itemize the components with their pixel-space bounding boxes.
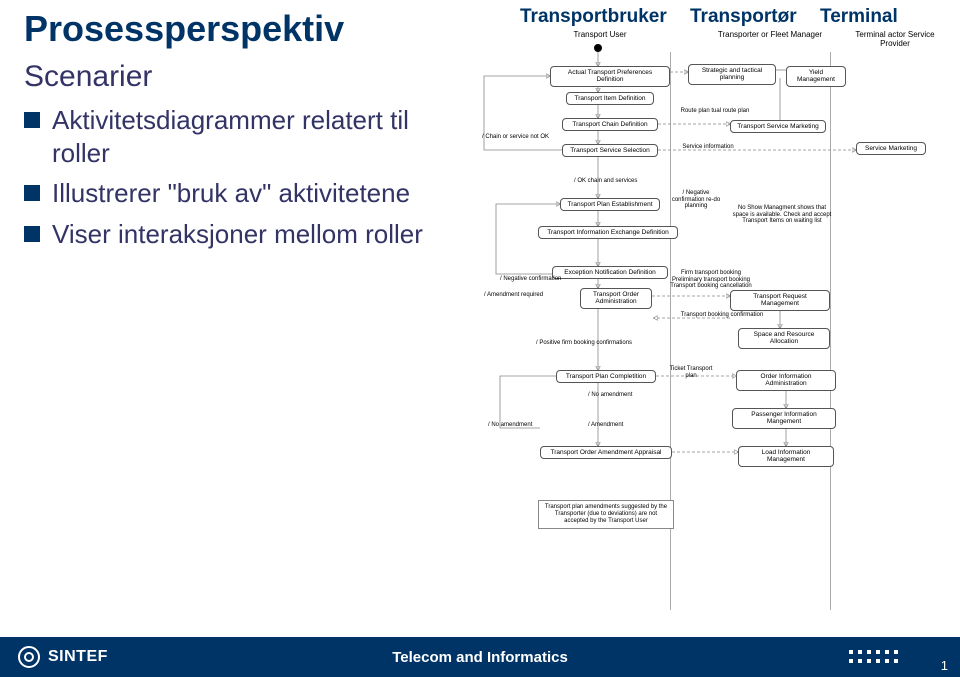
footer-dots-icon (849, 650, 900, 665)
swim-divider-2 (830, 52, 831, 610)
note-booking-confirmation: Transport booking confirmation (672, 312, 772, 319)
slide: Prosessperspektiv Scenarier Aktivitetsdi… (0, 0, 960, 677)
guard-no-amendment-1: / No amendment (588, 392, 632, 398)
activity-preferences-definition: Actual Transport Preferences Definition (550, 66, 670, 87)
footer-bar: SINTEF Telecom and Informatics 1 (0, 637, 960, 677)
activity-load-info-management: Load Information Management (738, 446, 834, 467)
activity-info-exchange-definition: Transport Information Exchange Definitio… (538, 226, 678, 239)
activity-diagram: Transport User Transporter or Fleet Mana… (440, 30, 950, 610)
guard-positive-booking: / Positive firm booking confirmations (536, 340, 632, 346)
swimheader-transporter: Transporter or Fleet Manager (710, 30, 830, 39)
activity-item-definition: Transport Item Definition (566, 92, 654, 105)
guard-ok-chain: / OK chain and services (574, 178, 637, 184)
lane-title-transporter: Transportør (690, 6, 797, 28)
bullet-item: Illustrerer "bruk av" aktivitetene (24, 177, 444, 210)
guard-negative-confirmation: / Negative confirmation (500, 276, 561, 282)
bullets-block: Scenarier Aktivitetsdiagrammer relatert … (24, 60, 444, 258)
activity-plan-establishment: Transport Plan Establishment (560, 198, 660, 211)
activity-chain-definition: Transport Chain Definition (562, 118, 658, 131)
bullet-list: Aktivitetsdiagrammer relatert til roller… (24, 104, 444, 250)
activity-service-selection: Transport Service Selection (562, 144, 658, 157)
subheading: Scenarier (24, 60, 444, 94)
note-negative-confirmation: / Negative confirmation re-do planning (668, 190, 724, 210)
activity-order-amendment-appraisal: Transport Order Amendment Appraisal (540, 446, 672, 459)
activity-order-administration: Transport Order Administration (580, 288, 652, 309)
guard-amendment: / Amendment (588, 422, 623, 428)
activity-strategic-planning: Strategic and tactical planning (688, 64, 776, 85)
lane-title-terminal: Terminal (820, 6, 898, 28)
guard-amendment-required: / Amendment required (484, 292, 543, 298)
activity-space-resource-allocation: Space and Resource Allocation (738, 328, 830, 349)
activity-passenger-info-management: Passenger Information Mangement (732, 408, 836, 429)
note-ticket: Ticket Transport plan (666, 366, 716, 379)
note-firm-booking: Firm transport booking Preliminary trans… (666, 270, 756, 290)
slide-title: Prosessperspektiv (24, 8, 344, 50)
footer-center-text: Telecom and Informatics (392, 649, 568, 666)
activity-exception-notification: Exception Notification Definition (552, 266, 668, 279)
connectors (440, 30, 950, 610)
note-no-show: No Show Managment shows that space is av… (732, 205, 832, 225)
activity-service-marketing-transporter: Transport Service Marketing (730, 120, 826, 133)
swimheader-terminal: Terminal actor Service Provider (850, 30, 940, 48)
swimheader-user: Transport User (540, 30, 660, 39)
footer-logo: SINTEF (18, 646, 108, 668)
note-service-info: Service information (678, 144, 738, 151)
footer-brand: SINTEF (48, 648, 108, 666)
footer-page-number: 1 (941, 658, 948, 673)
lane-title-user: Transportbruker (520, 6, 667, 28)
note-route-plan: Route plan tual route plan (680, 108, 750, 115)
bullet-item: Viser interaksjoner mellom roller (24, 218, 444, 251)
activity-order-info-administration: Order Information Administration (736, 370, 836, 391)
start-node-icon (594, 44, 602, 52)
activity-yield-management: Yield Management (786, 66, 846, 87)
guard-no-amendment-2: / No amendment (488, 422, 532, 428)
activity-plan-completion: Transport Plan Completition (556, 370, 656, 383)
guard-chain-not-ok: / Chain or service not OK (482, 134, 549, 140)
endnote-amendments: Transport plan amendments suggested by t… (538, 500, 674, 529)
activity-request-management: Transport Request Management (730, 290, 830, 311)
bullet-item: Aktivitetsdiagrammer relatert til roller (24, 104, 444, 169)
sintef-ring-icon (18, 646, 40, 668)
activity-service-marketing-terminal: Service Marketing (856, 142, 926, 155)
